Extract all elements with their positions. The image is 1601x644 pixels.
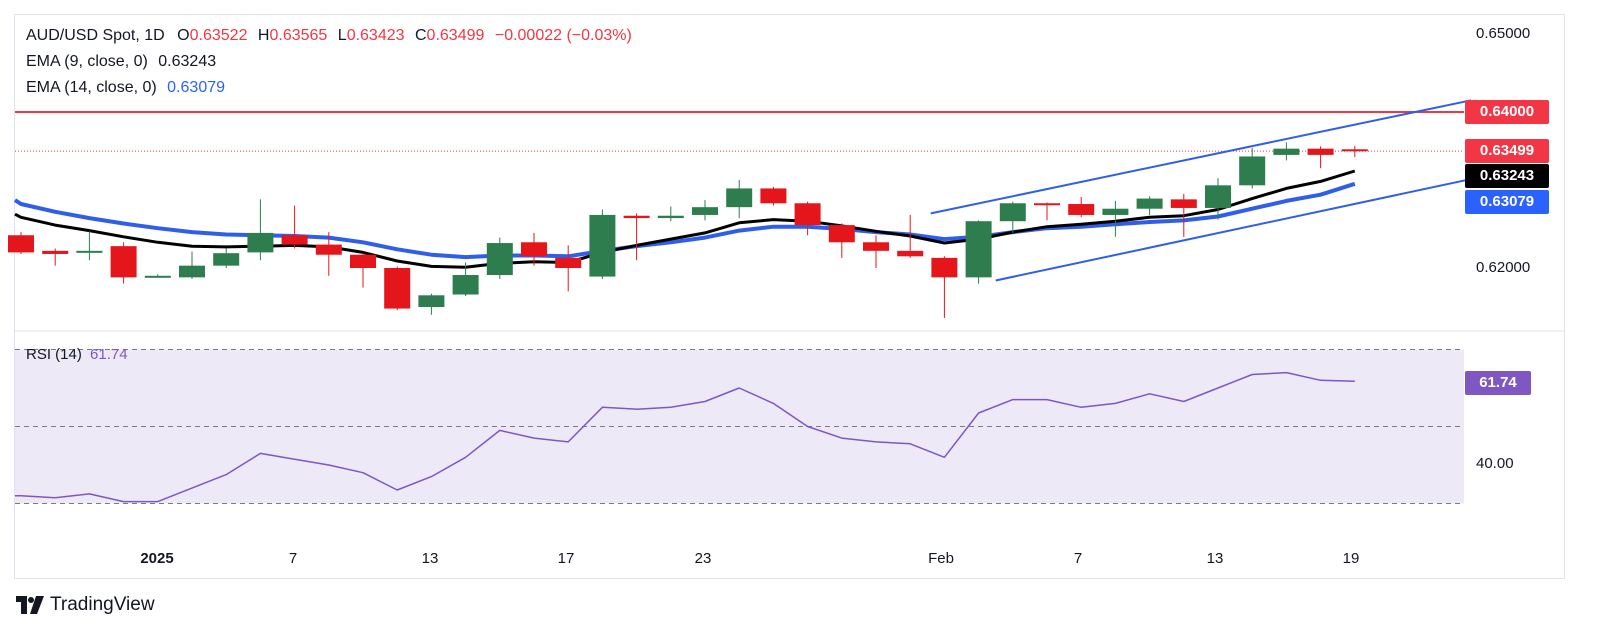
candle-body bbox=[1102, 208, 1129, 215]
low-value: 0.63423 bbox=[346, 27, 405, 44]
candle-body bbox=[452, 275, 479, 295]
candle-body bbox=[179, 265, 205, 278]
candle-body bbox=[1136, 198, 1163, 209]
candle-body bbox=[965, 221, 992, 278]
rsi-value-tag: 61.74 bbox=[1465, 371, 1531, 395]
candle-body bbox=[1273, 148, 1300, 155]
candle-body bbox=[999, 203, 1026, 222]
candle-body bbox=[760, 188, 787, 204]
candle-body bbox=[110, 246, 137, 278]
x-axis-label-jan-23: 23 bbox=[694, 550, 712, 567]
ema14-line bbox=[13, 181, 1356, 260]
candle-body bbox=[8, 235, 34, 253]
rsi-line bbox=[15, 371, 1355, 503]
tradingview-logo-text: TradingView bbox=[50, 594, 155, 615]
ema14-legend: EMA (14, close, 0) 0.63079 bbox=[26, 79, 225, 97]
x-axis-label-jan-7: 7 bbox=[288, 550, 298, 567]
rsi-axis-label-40: 40.00 bbox=[1476, 455, 1514, 472]
candle-body bbox=[281, 235, 308, 245]
candle-body bbox=[213, 253, 240, 266]
candle-body bbox=[1307, 148, 1334, 155]
candle-body bbox=[1239, 156, 1266, 186]
ema14-label: EMA (14, close, 0) bbox=[26, 79, 157, 96]
candle-body bbox=[794, 203, 821, 226]
open-value: 0.63522 bbox=[189, 27, 248, 44]
ohlc-legend: AUD/USD Spot, 1D O0.63522 H0.63565 L0.63… bbox=[26, 27, 632, 45]
chart-frame bbox=[14, 14, 1565, 579]
x-axis-label-feb-13: 13 bbox=[1206, 550, 1224, 567]
close-label: C bbox=[414, 27, 427, 44]
rsi-legend: RSI (14) 61.74 bbox=[26, 346, 128, 363]
symbol-label: AUD/USD Spot, 1D bbox=[26, 27, 165, 44]
candle-body bbox=[144, 275, 171, 278]
close-value: 0.63499 bbox=[426, 27, 485, 44]
tradingview-logo[interactable]: TradingView bbox=[16, 594, 155, 616]
candle-body bbox=[692, 207, 718, 215]
high-value: 0.63565 bbox=[269, 27, 328, 44]
x-axis-label-2025: 2025 bbox=[140, 550, 174, 567]
candle-body bbox=[589, 214, 616, 277]
candle-body bbox=[1170, 199, 1197, 208]
last-close-price-tag: 0.63499 bbox=[1465, 139, 1549, 163]
candle-body bbox=[76, 250, 103, 253]
candle-body bbox=[1341, 149, 1368, 152]
candle-body bbox=[384, 268, 411, 309]
rsi-legend-value: 61.74 bbox=[90, 346, 128, 363]
open-label: O bbox=[177, 27, 190, 44]
candle-body bbox=[897, 250, 924, 257]
candle-body bbox=[726, 188, 753, 208]
candle-body bbox=[555, 257, 582, 268]
candle-body bbox=[350, 254, 376, 268]
candle-body bbox=[42, 250, 69, 254]
candle-body bbox=[1034, 203, 1060, 206]
x-axis-label-jan-13: 13 bbox=[421, 550, 439, 567]
x-axis-label-jan-17: 17 bbox=[557, 550, 575, 567]
candle-body bbox=[1068, 204, 1095, 215]
candle-body bbox=[863, 242, 889, 251]
ema9-value: 0.63243 bbox=[158, 53, 217, 70]
ema14-price-tag: 0.63079 bbox=[1465, 190, 1549, 214]
price-axis-label-062: 0.62000 bbox=[1476, 259, 1531, 276]
candle-body bbox=[486, 243, 513, 276]
candle-body bbox=[828, 225, 855, 243]
price-axis-label-065: 0.65000 bbox=[1476, 25, 1531, 42]
ema9-price-tag: 0.63243 bbox=[1465, 164, 1549, 188]
rsi-label: RSI (14) bbox=[26, 346, 82, 363]
high-label: H bbox=[257, 27, 270, 44]
candle-body bbox=[931, 257, 958, 278]
candle-body bbox=[315, 244, 342, 255]
ema14-value: 0.63079 bbox=[167, 79, 226, 96]
change-value: −0.00022 (−0.03%) bbox=[494, 27, 632, 44]
tradingview-logo-icon bbox=[16, 596, 44, 614]
resistance-price-tag: 0.64000 bbox=[1465, 100, 1549, 124]
candle-body bbox=[521, 242, 547, 257]
candle-body bbox=[657, 215, 684, 219]
channel-lower-line bbox=[995, 178, 1472, 282]
x-axis-label-feb: Feb bbox=[928, 550, 954, 567]
ema9-line bbox=[14, 169, 1356, 269]
ema9-legend: EMA (9, close, 0) 0.63243 bbox=[26, 53, 216, 71]
x-axis-label-feb-19: 19 bbox=[1342, 550, 1360, 567]
channel-upper-line bbox=[930, 99, 1472, 215]
candle-body bbox=[1205, 185, 1231, 208]
low-label: L bbox=[337, 27, 347, 44]
candle-body bbox=[418, 295, 445, 307]
candle-body bbox=[623, 215, 650, 219]
x-axis-label-feb-7: 7 bbox=[1073, 550, 1083, 567]
candle-body bbox=[247, 232, 274, 253]
ema9-label: EMA (9, close, 0) bbox=[26, 53, 148, 70]
